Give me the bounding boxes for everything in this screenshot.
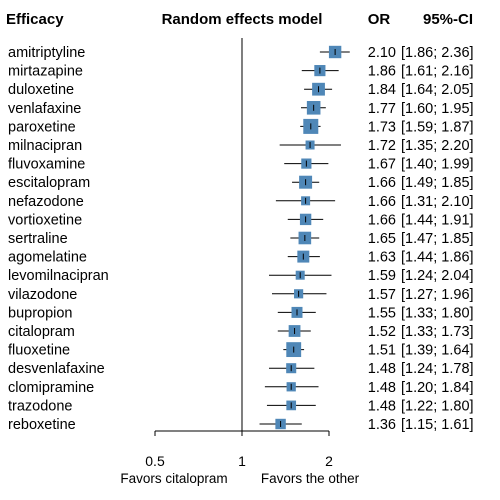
study-row: citalopram 1.52 [1.33; 1.73] (8, 324, 474, 340)
ci-value: [1.64; 2.05] (401, 82, 474, 98)
or-value: 1.66 (368, 194, 396, 210)
study-row: sertraline 1.65 [1.47; 1.85] (8, 231, 474, 247)
study-row: escitalopram 1.66 [1.49; 1.85] (8, 175, 474, 191)
x-tick-label: 1 (238, 453, 246, 469)
or-value: 1.86 (368, 64, 396, 80)
study-row: duloxetine 1.84 [1.64; 2.05] (8, 82, 474, 98)
study-row: levomilnacipran 1.59 [1.24; 2.04] (8, 268, 474, 284)
study-row: agomelatine 1.63 [1.44; 1.86] (8, 250, 474, 266)
or-value: 1.73 (368, 119, 396, 135)
ci-value: [1.60; 1.95] (401, 101, 474, 117)
x-axis-ticks: 0.5 1 2 (145, 431, 333, 469)
ci-value: [1.33; 1.80] (401, 305, 474, 321)
header-or: OR (368, 11, 391, 28)
header-model: Random effects model (162, 11, 323, 28)
study-row: bupropion 1.55 [1.33; 1.80] (8, 305, 474, 321)
or-value: 1.36 (368, 417, 396, 433)
ci-value: [1.22; 1.80] (401, 398, 474, 414)
or-value: 1.77 (368, 101, 396, 117)
study-name: clomipramine (8, 380, 94, 396)
study-name: fluvoxamine (8, 157, 85, 173)
ci-value: [1.47; 1.85] (401, 231, 474, 247)
study-name: paroxetine (8, 119, 76, 135)
study-row: fluoxetine 1.51 [1.39; 1.64] (8, 342, 474, 359)
study-row: fluvoxamine 1.67 [1.40; 1.99] (8, 157, 474, 173)
ci-value: [1.24; 2.04] (401, 268, 474, 284)
or-value: 1.63 (368, 250, 396, 266)
ci-value: [1.24; 1.78] (401, 361, 474, 377)
or-value: 1.52 (368, 324, 396, 340)
or-value: 2.10 (368, 45, 396, 61)
ci-value: [1.27; 1.96] (401, 287, 474, 303)
study-row: vilazodone 1.57 [1.27; 1.96] (8, 287, 474, 303)
study-row: amitriptyline 2.10 [1.86; 2.36] (8, 45, 474, 61)
study-name: vilazodone (8, 287, 77, 303)
x-tick-label: 2 (325, 453, 333, 469)
or-value: 1.59 (368, 268, 396, 284)
ci-value: [1.35; 2.20] (401, 138, 474, 154)
ci-value: [1.40; 1.99] (401, 157, 474, 173)
header-ci: 95%-CI (423, 11, 473, 28)
or-value: 1.57 (368, 287, 396, 303)
study-row: trazodone 1.48 [1.22; 1.80] (8, 398, 474, 414)
or-value: 1.48 (368, 398, 396, 414)
study-name: mirtazapine (8, 64, 83, 80)
study-name: nefazodone (8, 194, 84, 210)
study-name: vortioxetine (8, 212, 82, 228)
study-row: mirtazapine 1.86 [1.61; 2.16] (8, 64, 474, 80)
or-value: 1.66 (368, 175, 396, 191)
x-tick-label: 0.5 (145, 453, 165, 469)
study-row: desvenlafaxine 1.48 [1.24; 1.78] (8, 361, 474, 377)
or-value: 1.65 (368, 231, 396, 247)
study-name: trazodone (8, 398, 73, 414)
ci-value: [1.61; 2.16] (401, 64, 474, 80)
study-name: duloxetine (8, 82, 74, 98)
study-row: venlafaxine 1.77 [1.60; 1.95] (8, 101, 474, 117)
study-row: milnacipran 1.72 [1.35; 2.20] (8, 138, 474, 154)
ci-value: [1.20; 1.84] (401, 380, 474, 396)
study-name: amitriptyline (8, 45, 85, 61)
study-name: desvenlafaxine (8, 361, 105, 377)
study-rows: amitriptyline 2.10 [1.86; 2.36] mirtazapine… (8, 45, 474, 433)
ci-value: [1.39; 1.64] (401, 343, 474, 359)
ci-value: [1.31; 2.10] (401, 194, 474, 210)
study-name: sertraline (8, 231, 68, 247)
ci-value: [1.44; 1.86] (401, 250, 474, 266)
favors-left-label: Favors citalopram (120, 471, 227, 486)
study-name: agomelatine (8, 250, 87, 266)
ci-value: [1.44; 1.91] (401, 212, 474, 228)
study-row: vortioxetine 1.66 [1.44; 1.91] (8, 212, 474, 228)
study-name: fluoxetine (8, 343, 70, 359)
study-row: nefazodone 1.66 [1.31; 2.10] (8, 194, 474, 210)
study-row: clomipramine 1.48 [1.20; 1.84] (8, 380, 474, 396)
ci-value: [1.33; 1.73] (401, 324, 474, 340)
or-value: 1.84 (368, 82, 396, 98)
study-row: paroxetine 1.73 [1.59; 1.87] (8, 118, 474, 135)
ci-value: [1.59; 1.87] (401, 119, 474, 135)
study-name: milnacipran (8, 138, 82, 154)
or-value: 1.55 (368, 305, 396, 321)
study-name: citalopram (8, 324, 75, 340)
study-name: levomilnacipran (8, 268, 109, 284)
or-value: 1.67 (368, 157, 396, 173)
or-value: 1.72 (368, 138, 396, 154)
study-name: escitalopram (8, 175, 90, 191)
study-name: bupropion (8, 305, 73, 321)
favors-right-label: Favors the other (261, 471, 360, 486)
or-value: 1.51 (368, 343, 396, 359)
or-value: 1.48 (368, 380, 396, 396)
study-row: reboxetine 1.36 [1.15; 1.61] (8, 417, 474, 433)
header-efficacy: Efficacy (6, 11, 64, 28)
study-name: venlafaxine (8, 101, 81, 117)
or-value: 1.66 (368, 212, 396, 228)
ci-value: [1.15; 1.61] (401, 417, 474, 433)
or-value: 1.48 (368, 361, 396, 377)
study-name: reboxetine (8, 417, 76, 433)
ci-value: [1.49; 1.85] (401, 175, 474, 191)
ci-value: [1.86; 2.36] (401, 45, 474, 61)
